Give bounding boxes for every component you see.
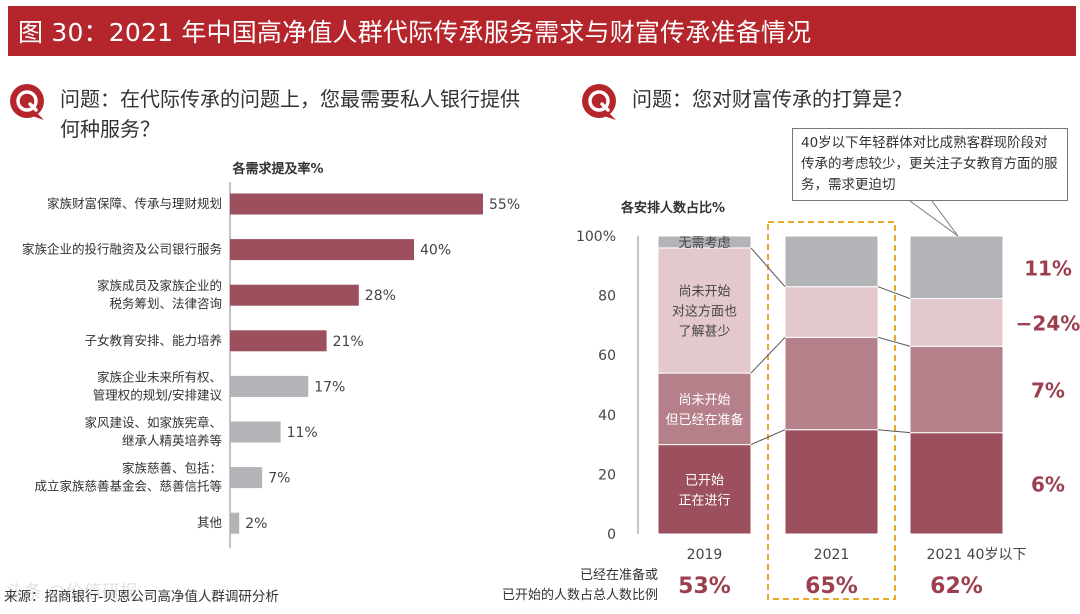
prepared-share-value: 53% bbox=[678, 574, 731, 599]
stacked-segment bbox=[909, 345, 1004, 434]
title-band bbox=[8, 6, 1076, 56]
connector-line bbox=[750, 429, 786, 446]
stacked-segment bbox=[657, 372, 752, 446]
bar-value-label: 40% bbox=[420, 243, 451, 259]
bar-value-label: 28% bbox=[365, 288, 396, 304]
bar bbox=[230, 467, 263, 489]
category-label: 家族成员及家族企业的 bbox=[97, 278, 222, 293]
connector-line bbox=[877, 286, 911, 300]
change-label: 6% bbox=[1031, 472, 1065, 496]
bar-value-label: 55% bbox=[489, 197, 520, 213]
chart-title: 各需求提及率% bbox=[231, 161, 323, 177]
bar bbox=[230, 330, 327, 352]
prepared-share-value: 65% bbox=[805, 574, 858, 599]
y-tick-label: 60 bbox=[598, 348, 616, 364]
stacked-segment bbox=[657, 444, 752, 535]
category-label: 家族慈善、包括： bbox=[122, 461, 222, 476]
prepared-share-value: 62% bbox=[930, 574, 983, 599]
category-label: 家族企业的投行融资及公司银行服务 bbox=[22, 242, 222, 257]
segment-label: 尚未开始 bbox=[678, 285, 730, 300]
stacked-segment bbox=[784, 429, 879, 535]
prepared-caption: 已经在准备或 bbox=[580, 567, 658, 583]
change-label: −24% bbox=[1016, 311, 1080, 335]
bar-value-label: 7% bbox=[268, 471, 290, 487]
change-label: 7% bbox=[1031, 378, 1065, 402]
bar-value-label: 21% bbox=[333, 334, 364, 350]
stacked-segment bbox=[784, 235, 879, 288]
segment-label: 尚未开始 bbox=[678, 393, 730, 408]
x-tick-label: 2021 bbox=[814, 547, 850, 563]
callout-note: 40岁以下年轻群体对比成熟客群现阶段对传承的考虑较少，更关注子女教育方面的服务，… bbox=[792, 128, 1068, 201]
segment-label: 了解甚少 bbox=[678, 325, 730, 340]
watermark: 头条 @价值研报 bbox=[6, 582, 138, 603]
stacked-segment bbox=[909, 235, 1004, 300]
x-tick-label: 2019 bbox=[687, 547, 723, 563]
category-label: 管理权的规划/安排建议 bbox=[93, 387, 223, 402]
stacked-segment bbox=[784, 336, 879, 431]
bar bbox=[230, 375, 309, 397]
y-tick-label: 100% bbox=[576, 229, 616, 245]
page-title: 图 30：2021 年中国高净值人群代际传承服务需求与财富传承准备情况 bbox=[18, 18, 812, 47]
bar-value-label: 17% bbox=[314, 379, 345, 395]
stacked-segment bbox=[909, 298, 1004, 347]
q-chat-icon bbox=[582, 84, 616, 120]
y-tick-label: 80 bbox=[598, 289, 616, 305]
x-tick-label: 2021 40岁以下 bbox=[927, 547, 1027, 563]
left-bar-chart: 各需求提及率% 55% 家族财富保障、传承与理财规划 40% 家族企业的投行融资及公司银… bbox=[22, 161, 520, 548]
stacked-segment bbox=[909, 432, 1004, 535]
connector-line bbox=[877, 429, 911, 434]
category-label: 家族财富保障、传承与理财规划 bbox=[47, 196, 222, 211]
segment-label: 但已经在准备 bbox=[665, 412, 743, 428]
stacked-segment bbox=[784, 286, 879, 338]
q-chat-icon bbox=[10, 84, 44, 120]
category-label: 成立家族慈善基金会、慈善信托等 bbox=[34, 479, 222, 494]
category-label: 继承人精英培养等 bbox=[122, 433, 222, 448]
prepared-caption: 已开始的人数占总人数比例 bbox=[502, 587, 658, 603]
category-label: 税务筹划、法律咨询 bbox=[109, 296, 222, 311]
left-question: 问题：在代际传承的问题上，您最需要私人银行提供何种服务？ bbox=[60, 87, 520, 141]
bar bbox=[230, 193, 483, 215]
chart-title: 各安排人数占比% bbox=[620, 200, 725, 216]
change-label: 11% bbox=[1024, 256, 1072, 280]
source-note: 来源：招商银行-贝恩公司高净值人群调研分析 bbox=[4, 589, 279, 605]
y-tick-label: 0 bbox=[607, 527, 616, 543]
bar bbox=[230, 512, 240, 534]
category-label: 子女教育安排、能力培养 bbox=[84, 333, 222, 348]
category-label: 家族企业未来所有权、 bbox=[97, 369, 222, 384]
highlight-frame bbox=[767, 221, 896, 600]
bar-value-label: 11% bbox=[287, 425, 318, 441]
title-bar: 图 30：2021 年中国高净值人群代际传承服务需求与财富传承准备情况 bbox=[0, 0, 1080, 60]
category-label: 其他 bbox=[197, 515, 223, 530]
stacked-segment bbox=[657, 235, 752, 249]
segment-label: 正在进行 bbox=[678, 493, 730, 508]
right-question: 问题：您对财富传承的打算是？ bbox=[632, 87, 912, 111]
category-label: 家风建设、如家族宪章、 bbox=[84, 415, 222, 430]
y-tick-label: 40 bbox=[598, 408, 616, 424]
bar bbox=[230, 284, 359, 306]
connector-line bbox=[750, 247, 786, 287]
connector-line bbox=[877, 336, 911, 347]
bar-value-label: 2% bbox=[245, 516, 267, 532]
segment-label: 无需考虑 bbox=[678, 236, 730, 251]
connector-line bbox=[750, 336, 786, 374]
segment-label: 已开始 bbox=[685, 473, 724, 488]
segment-label: 对这方面也 bbox=[672, 304, 737, 320]
bar bbox=[230, 239, 414, 261]
callout-pointer bbox=[909, 200, 959, 237]
bar bbox=[230, 421, 281, 443]
y-tick-label: 20 bbox=[598, 467, 616, 483]
